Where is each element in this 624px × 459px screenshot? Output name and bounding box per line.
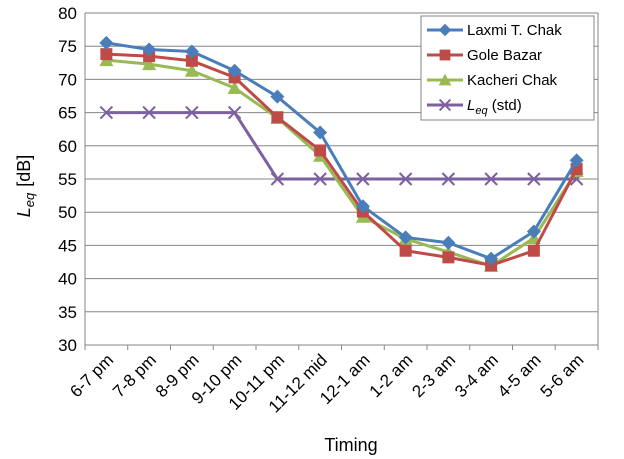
y-tick-label: 50: [58, 203, 77, 222]
data-point-stroke: [527, 172, 541, 186]
data-point: [441, 235, 456, 250]
data-point: [484, 251, 499, 266]
y-axis-title-unit: [dB]: [14, 155, 34, 187]
legend-label: Laxmi T. Chak: [467, 22, 562, 39]
data-point-stroke: [227, 105, 242, 120]
data-point: [142, 42, 157, 57]
data-point: [185, 54, 198, 67]
legend-swatch-marker: [438, 73, 452, 86]
x-tick-label: 1-2 am: [366, 350, 417, 401]
legend-box: [420, 15, 595, 121]
data-point: [314, 144, 327, 157]
data-point: [271, 111, 284, 124]
x-tick-label: 3-4 am: [451, 350, 502, 401]
x-tick-label: 4-5 am: [494, 350, 545, 401]
x-tick-label: 7-8 pm: [109, 350, 160, 401]
y-tick-label: 55: [58, 170, 77, 189]
y-axis-title-sub: eq: [22, 192, 37, 207]
data-point: [100, 48, 113, 61]
data-point: [227, 105, 242, 120]
x-tick-label: 5-6 am: [537, 350, 588, 401]
legend-label: Gole Bazar: [467, 47, 542, 64]
data-point: [398, 172, 413, 186]
data-point: [227, 63, 242, 78]
legend-entry: Laxmi T. Chak: [427, 22, 562, 39]
legend-swatch-marker: [438, 98, 452, 112]
series-line: [106, 41, 578, 261]
data-point: [270, 89, 285, 104]
data-point: [99, 105, 114, 120]
data-point: [441, 172, 456, 186]
y-tick-label: 65: [58, 104, 77, 123]
series-line: [106, 52, 578, 267]
data-point-stroke: [441, 172, 456, 186]
data-point: [527, 244, 540, 257]
data-point: [399, 244, 412, 257]
data-point: [184, 63, 199, 77]
legend: Laxmi T. Chak Gole Bazar Kacheri Chak Leq (…: [420, 15, 595, 121]
data-point-stroke: [185, 105, 199, 120]
data-point: [569, 153, 584, 168]
legend-label-sub: eq: [475, 105, 488, 117]
data-point-stroke: [313, 172, 327, 186]
y-tick-label: 75: [58, 37, 77, 56]
data-point: [526, 224, 541, 239]
data-point: [99, 35, 114, 50]
legend-label: Kacheri Chak: [467, 72, 558, 89]
data-point: [398, 230, 413, 245]
data-point-stroke: [270, 172, 285, 186]
data-point: [270, 172, 285, 186]
data-point: [227, 81, 242, 94]
legend-entry: Leq (std): [427, 97, 522, 117]
y-tick-label: 60: [58, 137, 77, 156]
y-tick-label: 35: [58, 303, 77, 322]
data-point-stroke: [356, 172, 370, 186]
x-tick-label: 6-7 pm: [66, 350, 117, 401]
series-0: [99, 35, 584, 266]
data-point: [527, 172, 541, 186]
data-point-stroke: [142, 105, 156, 120]
x-axis-title: Timing: [324, 435, 377, 455]
y-axis-title: Leq [dB]: [14, 155, 37, 218]
legend-label-rest: (std): [488, 97, 522, 114]
y-tick-label: 40: [58, 270, 77, 289]
y-tick-label: 30: [58, 336, 77, 355]
legend-entry: Gole Bazar: [427, 47, 542, 64]
data-point: [184, 44, 199, 59]
legend-label-main: L: [467, 97, 475, 114]
series-group: [99, 35, 584, 272]
legend-swatch-marker-stroke: [438, 98, 452, 112]
data-point-stroke: [398, 172, 413, 186]
y-tick-label: 70: [58, 70, 77, 89]
x-tick-label: 2-3 am: [408, 350, 459, 401]
data-point-stroke: [484, 172, 498, 186]
data-point: [313, 125, 328, 140]
data-point: [185, 105, 199, 120]
data-point: [484, 172, 498, 186]
data-point: [313, 172, 327, 186]
data-point: [355, 199, 370, 214]
data-point: [442, 251, 455, 264]
axes: [84, 13, 599, 350]
legend-swatch-marker: [438, 23, 452, 37]
data-point: [356, 172, 370, 186]
data-point-stroke: [99, 105, 114, 120]
y-tick-label: 80: [58, 4, 77, 23]
legend-swatch-marker: [439, 49, 451, 61]
y-tick-label: 45: [58, 236, 77, 255]
y-axis-title-main: L: [14, 207, 34, 217]
data-point: [142, 57, 157, 71]
legend-entry: Kacheri Chak: [427, 72, 558, 89]
data-point: [142, 105, 156, 120]
legend-label: Leq (std): [467, 97, 522, 117]
